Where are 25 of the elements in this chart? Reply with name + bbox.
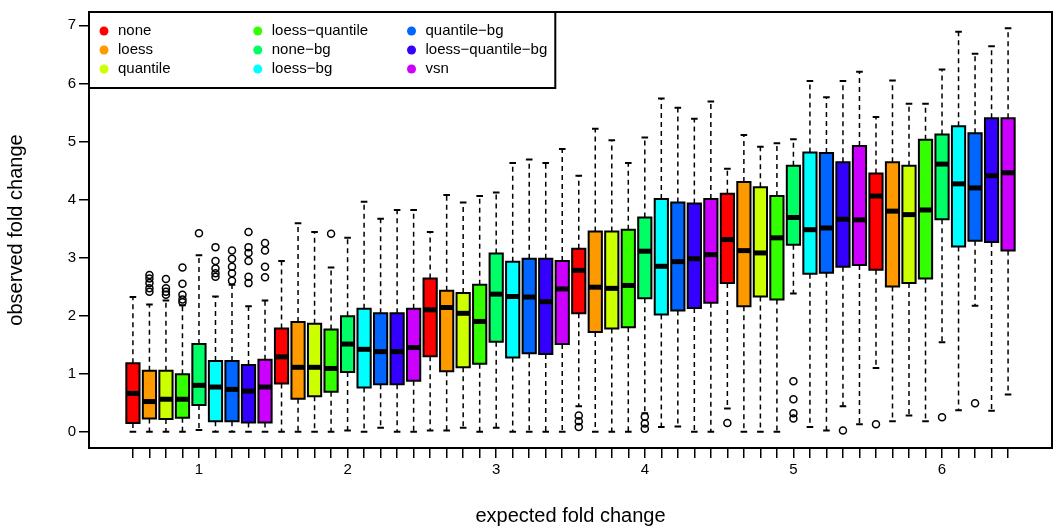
legend-label: vsn [425, 59, 449, 77]
y-tick-label: 7 [67, 15, 76, 33]
x-tick-label: 3 [492, 460, 501, 478]
legend-label: quantile−bg [425, 21, 504, 39]
legend-label: quantile [118, 59, 171, 77]
x-tick-label: 2 [343, 460, 352, 478]
legend-label: loess−bg [271, 59, 333, 77]
x-tick-label: 5 [789, 460, 798, 478]
y-tick-label: 1 [67, 363, 76, 381]
legend-label: none [118, 21, 152, 39]
y-tick-label: 0 [67, 421, 76, 439]
x-tick-label: 6 [937, 460, 947, 478]
legend-label: none−bg [271, 40, 331, 58]
x-axis-title: expected fold change [475, 503, 666, 526]
x-tick-label: 4 [640, 460, 649, 478]
y-tick-label: 3 [67, 247, 76, 265]
x-tick-label: 1 [194, 460, 204, 478]
y-tick-label: 6 [67, 73, 76, 91]
y-tick-label: 2 [67, 305, 76, 323]
y-tick-label: 5 [67, 131, 76, 149]
y-axis-title: observed fold change [3, 134, 26, 326]
legend-label: loess−quantile−bg [425, 40, 548, 58]
y-tick-label: 4 [67, 189, 76, 207]
legend-label: loess [118, 40, 154, 58]
legend-label: loess−quantile [271, 21, 369, 39]
